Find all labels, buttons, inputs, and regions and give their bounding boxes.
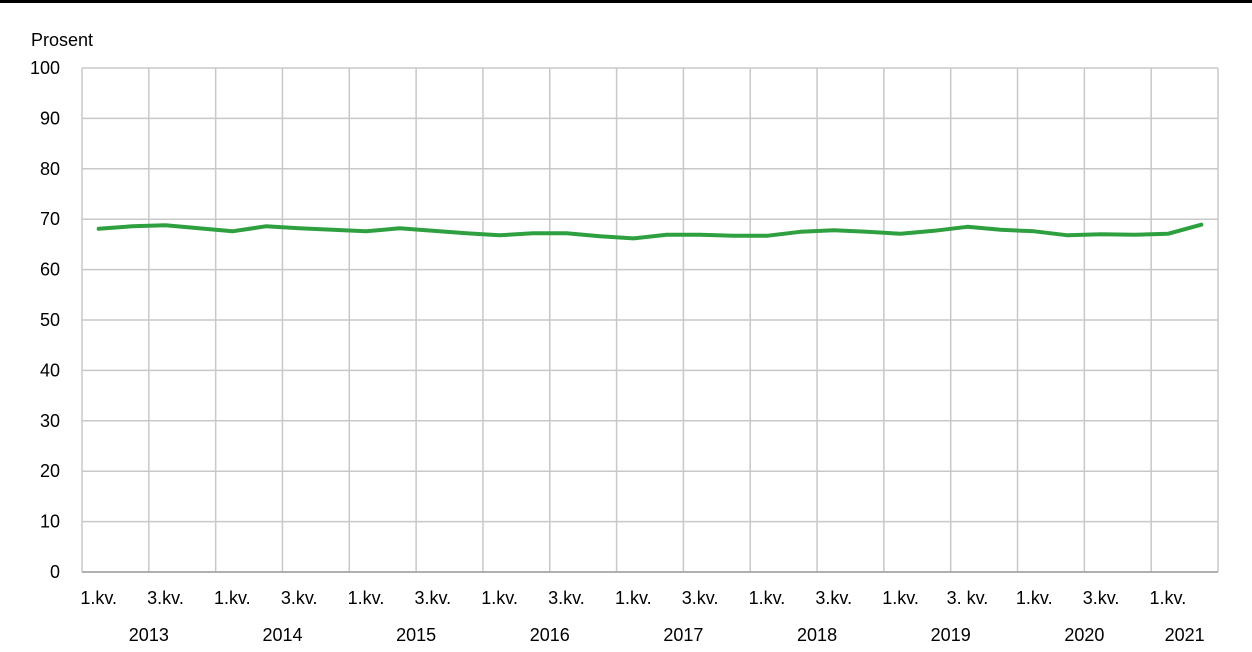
x-tick-label-3: 3.kv. [281,588,318,608]
x-tick-label-16: 1.kv. [1150,588,1187,608]
x-tick-label-6: 1.kv. [481,588,518,608]
x-tick-label-12: 1.kv. [882,588,919,608]
y-tick-label-4: 40 [40,360,60,380]
year-label-2016: 2016 [530,625,570,645]
x-tick-label-11: 3.kv. [815,588,852,608]
series-line-group [96,222,1204,241]
y-tick-label-0: 0 [50,562,60,582]
x-tick-label-0: 1.kv. [80,588,117,608]
y-tick-label-7: 70 [40,209,60,229]
y-tick-label-3: 30 [40,411,60,431]
year-label-2013: 2013 [129,625,169,645]
y-tick-label-6: 60 [40,260,60,280]
y-tick-label-9: 90 [40,108,60,128]
y-tick-label-2: 20 [40,461,60,481]
grid-lines [81,67,1219,573]
x-tick-labels: 1.kv. 3.kv. 1.kv. 3.kv. 1.kv. 3.kv. 1.kv. 3.kv.… [80,588,1186,608]
x-tick-label-7: 3.kv. [548,588,585,608]
y-axis-label: Prosent [31,30,94,50]
year-label-2017: 2017 [663,625,703,645]
year-labels: 2013 2014 2015 2016 2017 2018 2019 2020 2021 [129,625,1205,645]
x-tick-label-9: 3.kv. [682,588,719,608]
year-label-2021: 2021 [1165,625,1205,645]
top-rule [0,0,1252,3]
x-tick-label-1: 3.kv. [147,588,184,608]
y-tick-label-5: 50 [40,310,60,330]
year-label-2014: 2014 [262,625,302,645]
y-tick-label-1: 10 [40,512,60,532]
y-tick-labels: 0 10 20 30 40 50 60 70 80 90 100 [30,58,60,582]
x-tick-label-4: 1.kv. [348,588,385,608]
year-label-2020: 2020 [1064,625,1104,645]
x-tick-label-14: 1.kv. [1016,588,1053,608]
x-tick-label-10: 1.kv. [749,588,786,608]
series-line-0 [96,222,1204,241]
y-tick-label-10: 100 [30,58,60,78]
x-tick-label-5: 3.kv. [414,588,451,608]
y-tick-label-8: 80 [40,159,60,179]
x-tick-label-2: 1.kv. [214,588,251,608]
x-tick-label-15: 3.kv. [1083,588,1120,608]
year-label-2015: 2015 [396,625,436,645]
year-label-2019: 2019 [931,625,971,645]
x-tick-label-13: 3. kv. [947,588,989,608]
x-tick-label-8: 1.kv. [615,588,652,608]
year-label-2018: 2018 [797,625,837,645]
